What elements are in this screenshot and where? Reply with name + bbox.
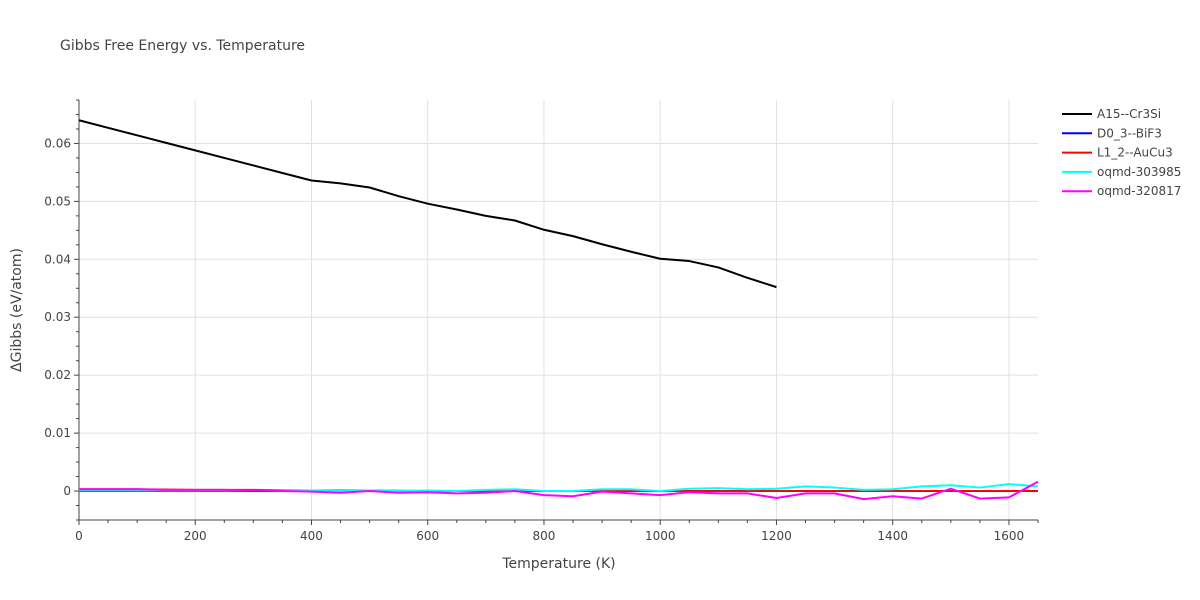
x-tick-label: 200 bbox=[184, 529, 207, 543]
x-tick-label: 1000 bbox=[645, 529, 676, 543]
legend-label: L1_2--AuCu3 bbox=[1097, 146, 1173, 160]
series-line-a15-cr3si bbox=[78, 119, 777, 289]
y-tick-label: 0.02 bbox=[44, 368, 71, 382]
x-tick-label: 400 bbox=[300, 529, 323, 543]
y-tick-label: 0.03 bbox=[44, 310, 71, 324]
series-line-oqmd-320817 bbox=[79, 480, 1039, 501]
y-tick-label: 0.06 bbox=[44, 136, 71, 150]
legend-item-a15-cr3si[interactable]: A15--Cr3Si bbox=[1062, 107, 1161, 121]
x-tick-label: 0 bbox=[75, 529, 83, 543]
x-tick-label: 1600 bbox=[994, 529, 1025, 543]
y-tick-label: 0.01 bbox=[44, 426, 71, 440]
legend-label: oqmd-320817 bbox=[1097, 184, 1181, 198]
x-axis-title: Temperature (K) bbox=[501, 556, 615, 572]
chart-title: Gibbs Free Energy vs. Temperature bbox=[60, 38, 305, 54]
y-tick-label: 0 bbox=[63, 484, 71, 498]
x-tick-label: 600 bbox=[416, 529, 439, 543]
y-axis-title: ΔGibbs (eV/atom) bbox=[9, 248, 25, 372]
axes: 0 200 400 600 800 1000 1200 1400 1600 0 0.01 0.02 0.… bbox=[44, 99, 1039, 543]
y-tick-label: 0.05 bbox=[44, 194, 71, 208]
x-tick-label: 1400 bbox=[877, 529, 908, 543]
series-lines bbox=[78, 119, 1039, 501]
x-tick-label: 1200 bbox=[761, 529, 792, 543]
y-tick-label: 0.04 bbox=[44, 252, 71, 266]
legend-label: A15--Cr3Si bbox=[1097, 107, 1161, 121]
legend-item-l1-2-aucu3[interactable]: L1_2--AuCu3 bbox=[1062, 146, 1173, 160]
legend-label: D0_3--BiF3 bbox=[1097, 126, 1162, 140]
legend[interactable]: A15--Cr3Si D0_3--BiF3 L1_2--AuCu3 oqmd-3039… bbox=[1062, 107, 1181, 198]
legend-item-oqmd-320817[interactable]: oqmd-320817 bbox=[1062, 184, 1181, 198]
legend-item-d0-3-bif3[interactable]: D0_3--BiF3 bbox=[1062, 126, 1162, 140]
x-tick-label: 800 bbox=[533, 529, 556, 543]
legend-item-oqmd-303985[interactable]: oqmd-303985 bbox=[1062, 165, 1181, 179]
legend-label: oqmd-303985 bbox=[1097, 165, 1181, 179]
